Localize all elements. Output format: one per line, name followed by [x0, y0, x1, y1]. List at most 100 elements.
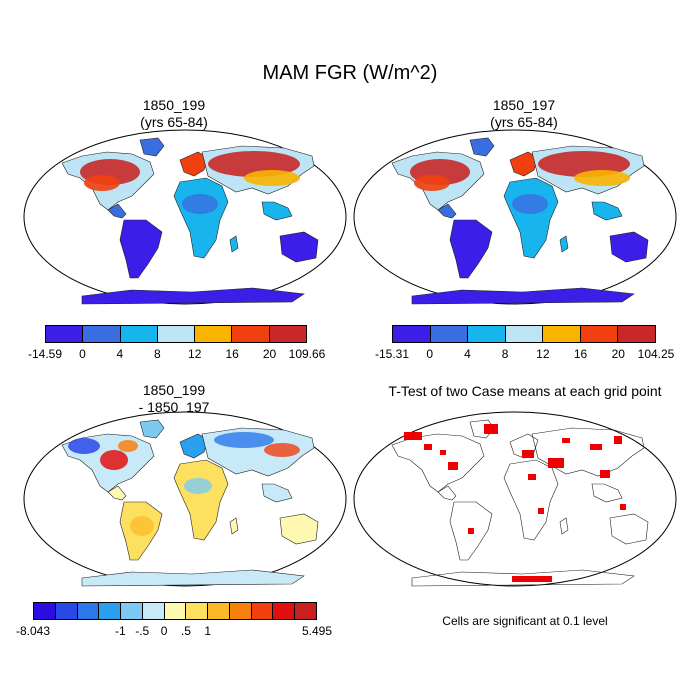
colorbar-tick-label: -8.043: [15, 624, 51, 638]
significant-cell: [404, 432, 422, 440]
colorbar-swatch: [163, 603, 186, 619]
colorbar-panel1: [45, 325, 307, 343]
warm-patch: [574, 170, 630, 186]
globe-outline: [353, 411, 677, 587]
significant-cell: [448, 462, 458, 470]
landmass-eur: [179, 151, 209, 177]
colorbar-tick-label: 8: [153, 347, 161, 361]
significant-cell: [614, 436, 622, 444]
landmass-grn: [139, 419, 165, 439]
colorbar-swatch: [98, 603, 121, 619]
landmass-mad: [559, 517, 569, 535]
negative-patch: [214, 432, 274, 448]
colorbar-tick-label: -15.31: [374, 347, 410, 361]
landmass-ant: [81, 569, 305, 587]
colorbar-tick-label: 12: [188, 347, 202, 361]
colorbar-tick-label: 104.25: [637, 347, 675, 361]
colorbar-swatch: [185, 603, 208, 619]
significant-cell: [600, 470, 610, 478]
cool-patch: [182, 194, 218, 214]
colorbar-tick-label: 20: [262, 347, 277, 361]
significant-cell: [468, 528, 474, 534]
landmass-sa: [449, 501, 493, 561]
colorbar-tick-label: 8: [501, 347, 509, 361]
landmass-ind: [261, 201, 293, 221]
panel3-title-line2: - 1850_197: [138, 399, 210, 415]
landmass-aus: [609, 231, 649, 263]
negative-patch: [68, 438, 100, 454]
landmass-ant: [411, 569, 635, 587]
colorbar-swatch: [207, 603, 229, 619]
colorbar-panel3: [33, 602, 317, 620]
panel1-title-line2: (yrs 65-84): [140, 114, 208, 130]
panel1-title: 1850_199 (yrs 65-84): [24, 97, 324, 131]
landmass-mad: [229, 235, 239, 253]
significant-cell: [424, 444, 432, 450]
colorbar-swatch: [76, 603, 99, 619]
positive-patch: [130, 516, 154, 536]
landmass-aus: [279, 231, 319, 263]
map-panel4-ttest: [353, 411, 677, 587]
colorbar-tick-label: 12: [536, 347, 550, 361]
colorbar-tick-label: 20: [611, 347, 625, 361]
colorbar-swatch: [393, 326, 430, 342]
landmass-eur: [509, 151, 539, 177]
landmass-ca: [107, 485, 127, 501]
panel1-title-line1: 1850_199: [142, 97, 206, 113]
cool-patch: [512, 194, 548, 214]
colorbar-panel2: [392, 325, 656, 343]
landmass-ind: [591, 483, 623, 503]
colorbar-swatch: [579, 326, 618, 342]
colorbar-swatch: [231, 326, 269, 342]
significant-cell: [562, 438, 570, 443]
significant-cell: [620, 504, 626, 510]
colorbar-swatch: [120, 603, 142, 619]
colorbar-swatch: [250, 603, 273, 619]
warm-patch: [244, 170, 300, 186]
landmass-ind: [261, 483, 293, 503]
colorbar-swatch: [268, 326, 306, 342]
positive-patch: [118, 440, 138, 452]
landmass-ant: [81, 287, 305, 305]
map-panel3-difference: [23, 411, 347, 587]
positive-patch: [264, 443, 300, 457]
figure-title: MAM FGR (W/m^2): [262, 62, 438, 84]
colorbar-tick-label: -14.59: [27, 347, 63, 361]
colorbar-swatch: [156, 326, 195, 342]
colorbar-tick-label: -1: [115, 624, 126, 638]
colorbar-tick-label: 16: [225, 347, 239, 361]
colorbar-swatch: [194, 326, 232, 342]
significant-cell: [538, 508, 544, 514]
significant-cell: [522, 450, 534, 458]
colorbar-tick-label: 1: [204, 624, 212, 638]
significant-cell: [590, 444, 602, 450]
landmass-afr: [173, 459, 229, 541]
significant-cell: [548, 458, 564, 468]
significant-cell: [512, 576, 552, 582]
colorbar-panel3-labels: -8.043 -1 -.5 0 .5 1 5.495: [16, 624, 332, 638]
colorbar-tick-label: 4: [116, 347, 124, 361]
colorbar-tick-label: 0: [79, 347, 86, 361]
panel2-title: 1850_197 (yrs 65-84): [374, 97, 674, 131]
colorbar-panel1-labels: -14.59 0 4 8 12 16 20 109.66: [28, 347, 325, 361]
colorbar-swatch: [82, 326, 120, 342]
colorbar-swatch: [141, 603, 164, 619]
landmass-ca: [437, 203, 457, 219]
landmass-sa: [119, 219, 163, 279]
landmass-grn: [469, 137, 495, 157]
significant-cell: [484, 424, 498, 434]
landmass-ca: [107, 203, 127, 219]
colorbar-swatch: [617, 326, 656, 342]
landmass-ind: [591, 201, 623, 221]
colorbar-panel2-labels: -15.31 0 4 8 12 16 20 104.25: [375, 347, 674, 361]
panel3-title: 1850_199 - 1850_197: [24, 382, 324, 416]
colorbar-swatch: [46, 326, 83, 342]
colorbar-swatch: [54, 603, 77, 619]
significant-cell: [528, 474, 536, 480]
colorbar-swatch: [542, 326, 580, 342]
panel3-title-line1: 1850_199: [142, 382, 206, 398]
landmass-ca: [437, 485, 457, 501]
map-panel2: [353, 129, 677, 305]
colorbar-swatch: [294, 603, 316, 619]
colorbar-tick-label: 109.66: [288, 347, 326, 361]
